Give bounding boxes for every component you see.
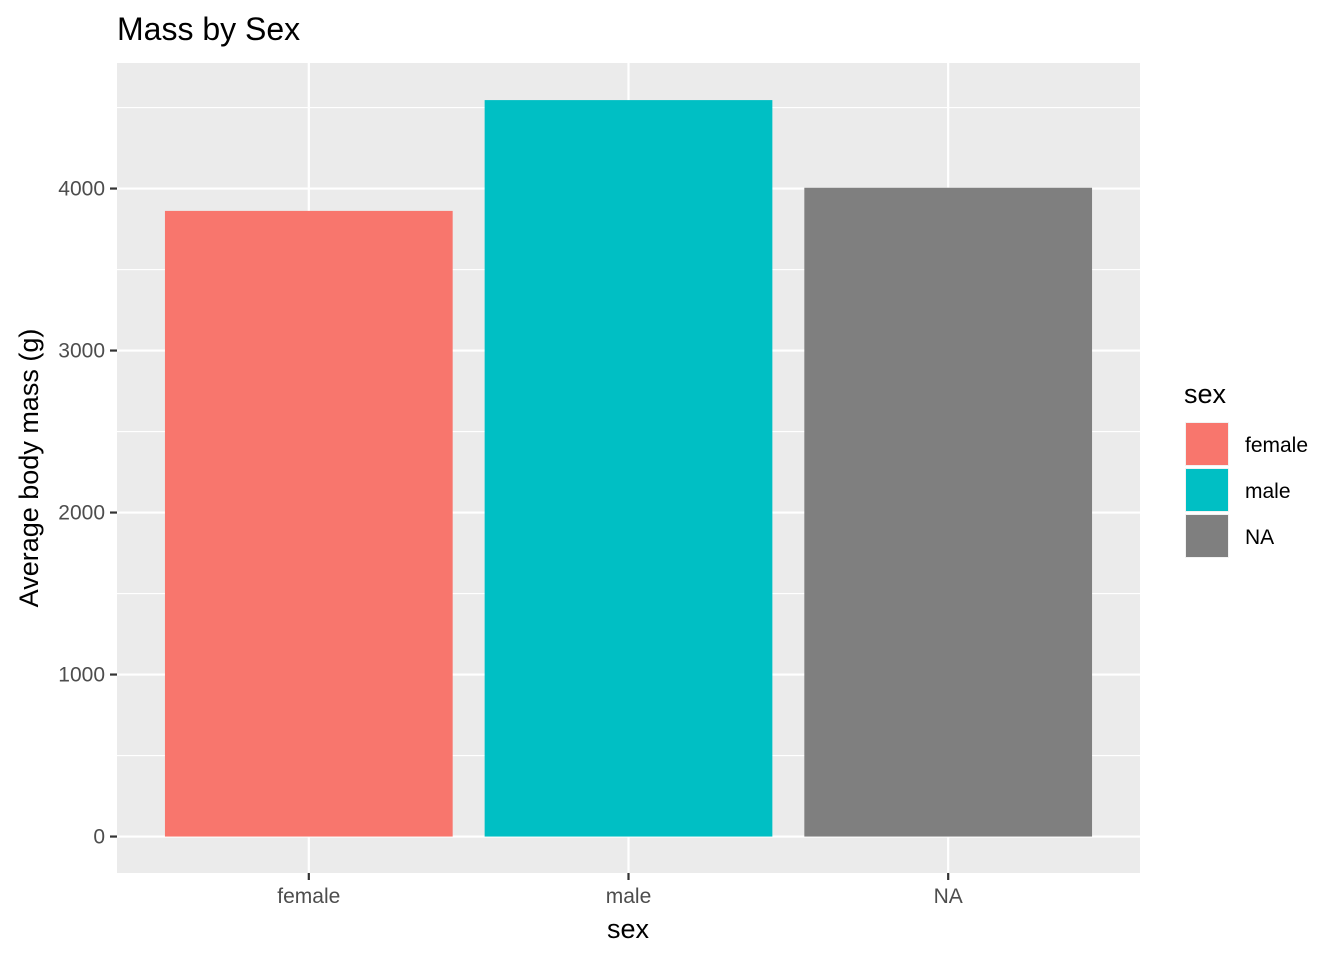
legend-swatch-na (1186, 515, 1228, 557)
x-tick-label: female (277, 885, 340, 908)
legend-title: sex (1184, 379, 1227, 409)
y-tick-label: 1000 (58, 664, 105, 687)
y-axis: 0 1000 2000 3000 4000 (58, 178, 117, 849)
bar-na (804, 187, 1093, 837)
legend: sex female male NA (1184, 379, 1308, 558)
bar-male (484, 100, 773, 837)
legend-swatch-female (1186, 423, 1228, 465)
chart-title: Mass by Sex (117, 11, 300, 47)
legend-swatch-male (1186, 469, 1228, 511)
x-axis: female male NA (277, 873, 963, 908)
y-tick-label: 4000 (58, 178, 105, 201)
bars (164, 100, 1093, 837)
y-tick-label: 0 (93, 826, 105, 849)
y-tick-label: 3000 (58, 340, 105, 363)
legend-label: male (1245, 480, 1291, 503)
bar-female (164, 210, 453, 837)
legend-label: female (1245, 434, 1308, 457)
y-tick-label: 2000 (58, 502, 105, 525)
x-tick-label: NA (934, 885, 963, 908)
x-tick-label: male (606, 885, 652, 908)
x-axis-title: sex (607, 914, 650, 944)
legend-label: NA (1245, 526, 1274, 549)
y-axis-title: Average body mass (g) (14, 329, 44, 608)
